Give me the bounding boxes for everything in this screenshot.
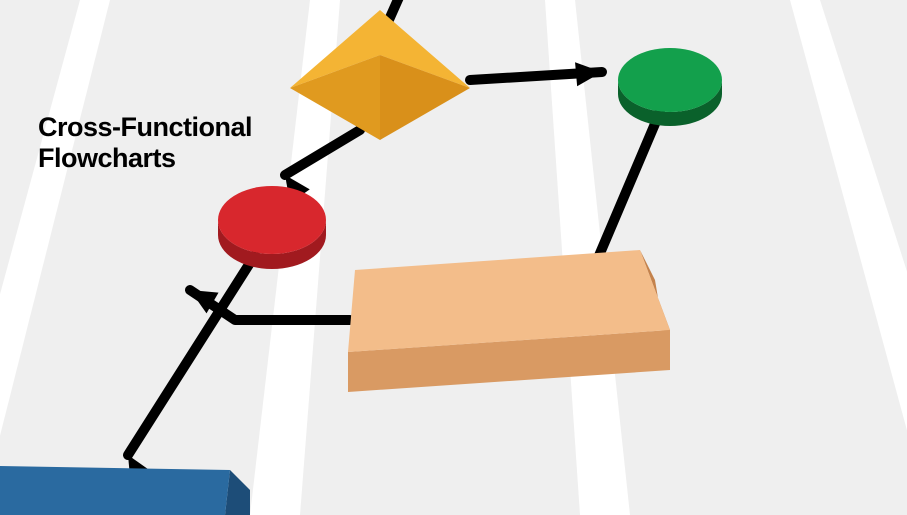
process-node-peach xyxy=(348,250,670,392)
diagram-svg xyxy=(0,0,907,515)
diagram-stage: Cross-Functional Flowcharts xyxy=(0,0,907,515)
process-node-blue xyxy=(0,465,250,515)
connector-node-green xyxy=(618,48,722,126)
connector-node-red xyxy=(218,186,326,269)
diagram-title: Cross-Functional Flowcharts xyxy=(38,112,252,174)
